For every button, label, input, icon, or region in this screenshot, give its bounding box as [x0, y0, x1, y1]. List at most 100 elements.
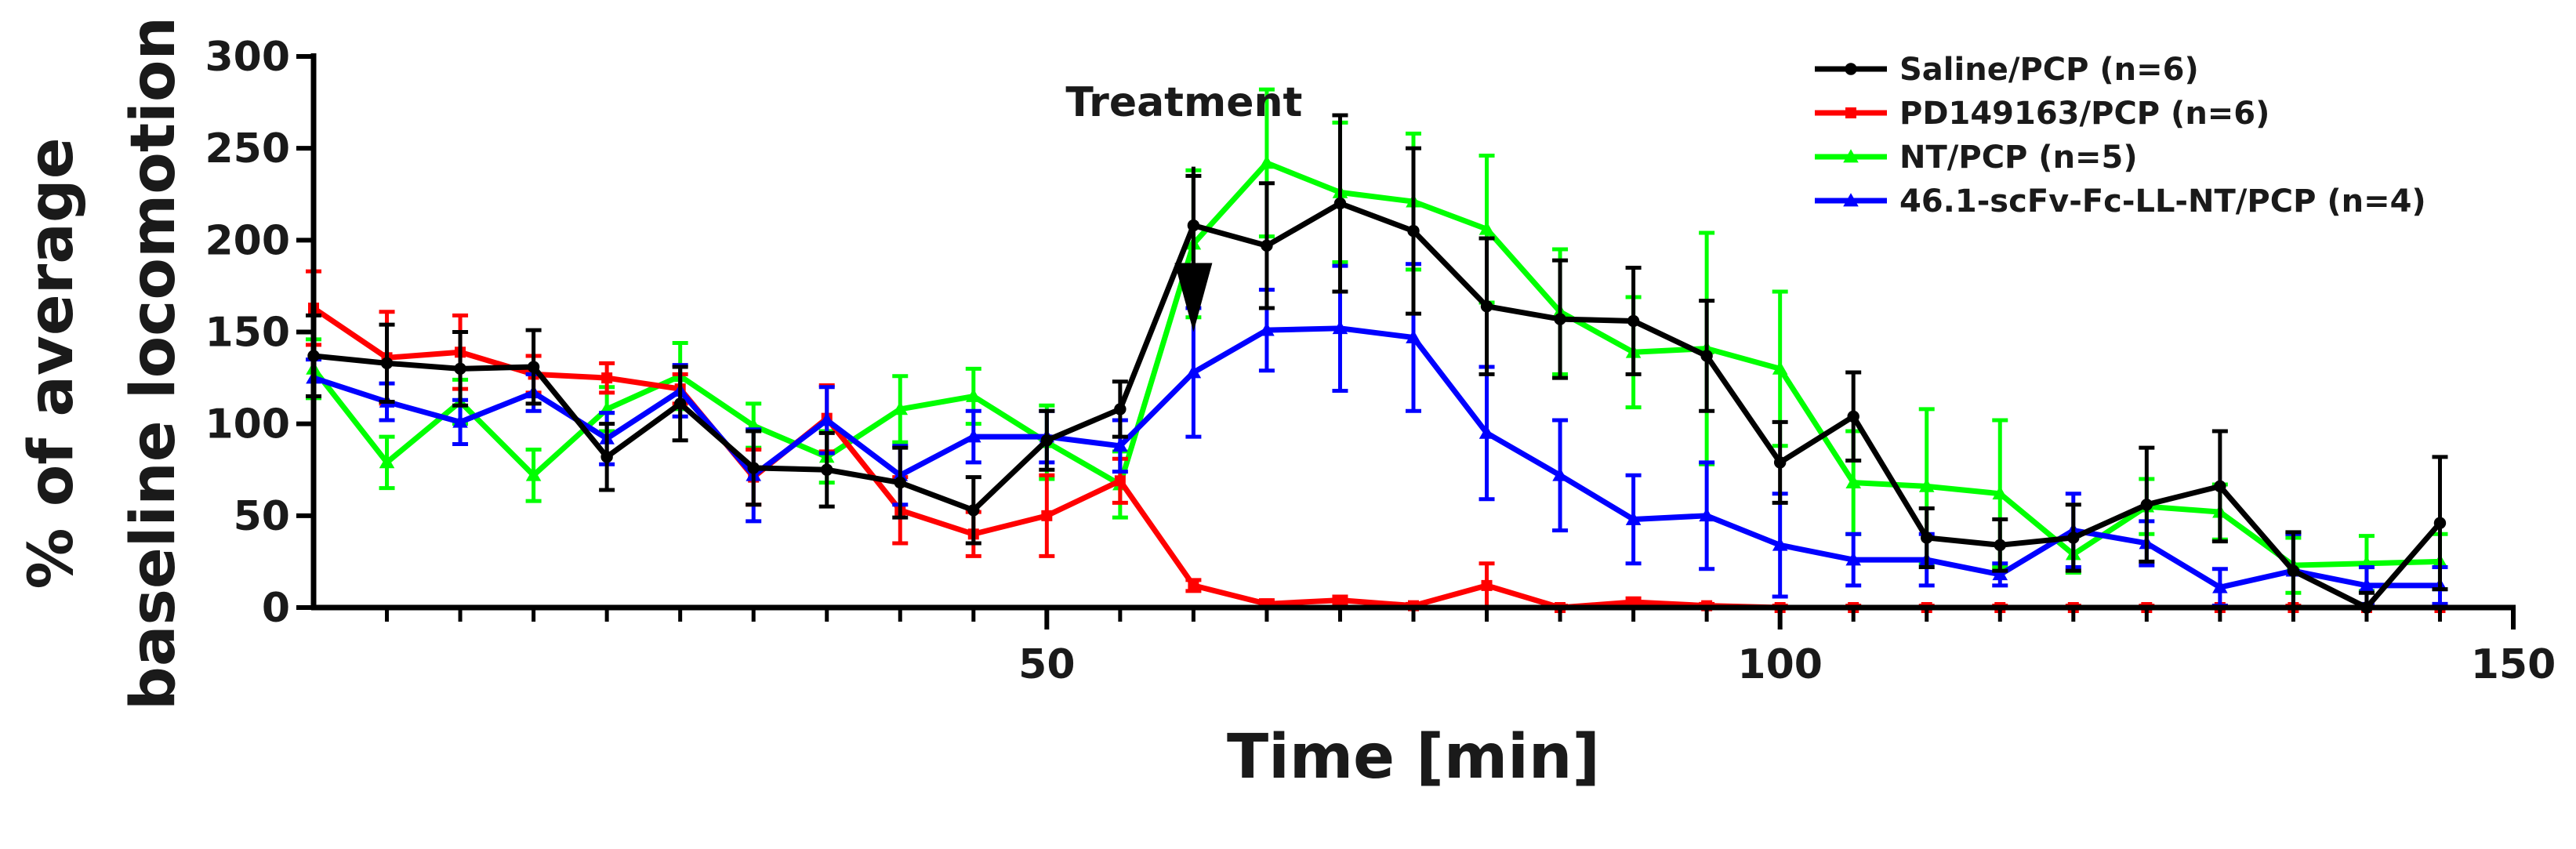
- y-tick-label: 250: [205, 125, 290, 172]
- data-point: [2359, 578, 2375, 592]
- data-point: [1259, 322, 1275, 336]
- y-tick-label: 200: [205, 217, 290, 264]
- data-point: [380, 357, 394, 370]
- data-point: [1700, 350, 1713, 362]
- data-point: [1041, 510, 1053, 521]
- data-point: [1772, 361, 1788, 375]
- data-point: [1259, 155, 1275, 169]
- y-tick-label: 50: [234, 493, 290, 540]
- legend-label: NT/PCP (n=5): [1899, 140, 2138, 176]
- data-point: [966, 429, 981, 443]
- data-point: [527, 361, 540, 373]
- data-point: [1847, 410, 1859, 423]
- axes-layer: 0 50 100 150 200 250 300 50 100 150: [205, 34, 2556, 688]
- data-point: [673, 397, 687, 410]
- series-line: [312, 306, 2440, 611]
- legend-swatch-marker: [1845, 63, 1857, 75]
- series-line: [311, 160, 2440, 568]
- annotation-layer: Treatment: [1065, 79, 1302, 332]
- data-point: [966, 388, 981, 402]
- data-point: [1188, 579, 1199, 591]
- data-point: [1772, 537, 1788, 551]
- y-tick-label: 0: [262, 585, 290, 632]
- data-point: [1552, 467, 1568, 481]
- series-3: [306, 262, 2448, 610]
- legend-item-1: PD149163/PCP (n=6): [1815, 96, 2269, 132]
- data-point: [2287, 564, 2300, 577]
- legend: Saline/PCP (n=6) PD149163/PCP (n=6) NT/PCP…: [1815, 52, 2426, 220]
- y-tick-label: 100: [205, 401, 290, 448]
- x-axis-title: Time [min]: [1227, 722, 1600, 793]
- data-point: [1992, 567, 2008, 581]
- y-axis-title-line1: % of average: [16, 137, 87, 589]
- data-point: [1478, 425, 1495, 439]
- data-point: [967, 504, 980, 517]
- data-point: [1994, 539, 2006, 552]
- data-point: [1992, 485, 2008, 500]
- data-point: [525, 467, 542, 481]
- data-point: [1625, 511, 1642, 525]
- data-point: [1332, 321, 1348, 335]
- data-point: [1112, 437, 1128, 452]
- data-point: [1627, 314, 1640, 328]
- legend-item-3: 46.1-scFv-Fc-LL-NT/PCP (n=4): [1815, 183, 2426, 220]
- data-point: [1480, 299, 1493, 313]
- y-tick-label: 150: [205, 310, 290, 357]
- legend-label: PD149163/PCP (n=6): [1899, 96, 2269, 132]
- data-point: [1699, 508, 1714, 522]
- data-point: [1334, 594, 1346, 606]
- data-point: [1406, 329, 1421, 343]
- data-point: [1333, 197, 1347, 210]
- legend-label: 46.1-scFv-Fc-LL-NT/PCP (n=4): [1899, 183, 2426, 220]
- data-point: [1407, 224, 1420, 238]
- data-point: [821, 463, 833, 476]
- data-point: [1554, 313, 1566, 325]
- series-line: [312, 325, 2440, 590]
- data-point: [2067, 532, 2080, 544]
- legend-swatch-marker: [1843, 149, 1859, 163]
- data-point: [1921, 532, 1933, 544]
- legend-item-2: NT/PCP (n=5): [1815, 140, 2138, 176]
- data-point: [454, 362, 466, 376]
- data-point: [1481, 579, 1493, 591]
- data-point: [452, 414, 468, 428]
- data-point: [2212, 579, 2228, 593]
- data-point: [1627, 596, 1639, 608]
- data-point: [1114, 403, 1127, 415]
- treatment-arrow-head: [1174, 263, 1213, 332]
- data-point: [1478, 221, 1495, 235]
- data-point: [1261, 239, 1273, 252]
- x-tick-label: 150: [2471, 641, 2556, 688]
- legend-item-0: Saline/PCP (n=6): [1815, 52, 2199, 88]
- series-line: [313, 200, 2443, 611]
- data-point: [1040, 434, 1054, 447]
- legend-label: Saline/PCP (n=6): [1899, 52, 2199, 88]
- data-point: [1114, 475, 1126, 487]
- treatment-annotation-label: Treatment: [1065, 79, 1302, 126]
- data-point: [379, 455, 395, 469]
- legend-swatch-marker: [1845, 107, 1856, 118]
- data-point: [600, 451, 613, 463]
- data-point: [818, 412, 835, 426]
- data-point: [1918, 478, 1935, 492]
- data-point: [1845, 552, 1861, 566]
- data-point: [747, 462, 760, 474]
- data-point: [892, 401, 909, 415]
- y-axis-title-line2: baseline locomotion: [118, 16, 189, 710]
- data-point: [2140, 499, 2153, 511]
- legend-swatch-marker: [1843, 193, 1859, 207]
- data-point: [601, 372, 613, 384]
- data-point: [2433, 517, 2447, 529]
- series-0: [306, 113, 2448, 614]
- data-point: [1185, 365, 1202, 379]
- axis-titles: Time [min] % of average baseline locomotio…: [16, 16, 1600, 793]
- data-point: [1773, 456, 1787, 469]
- data-point: [894, 476, 906, 489]
- x-tick-label: 50: [1018, 641, 1075, 688]
- y-tick-label: 300: [205, 34, 290, 81]
- data-point: [2214, 480, 2226, 493]
- x-tick-label: 100: [1737, 641, 1823, 688]
- data-point: [1845, 474, 1861, 489]
